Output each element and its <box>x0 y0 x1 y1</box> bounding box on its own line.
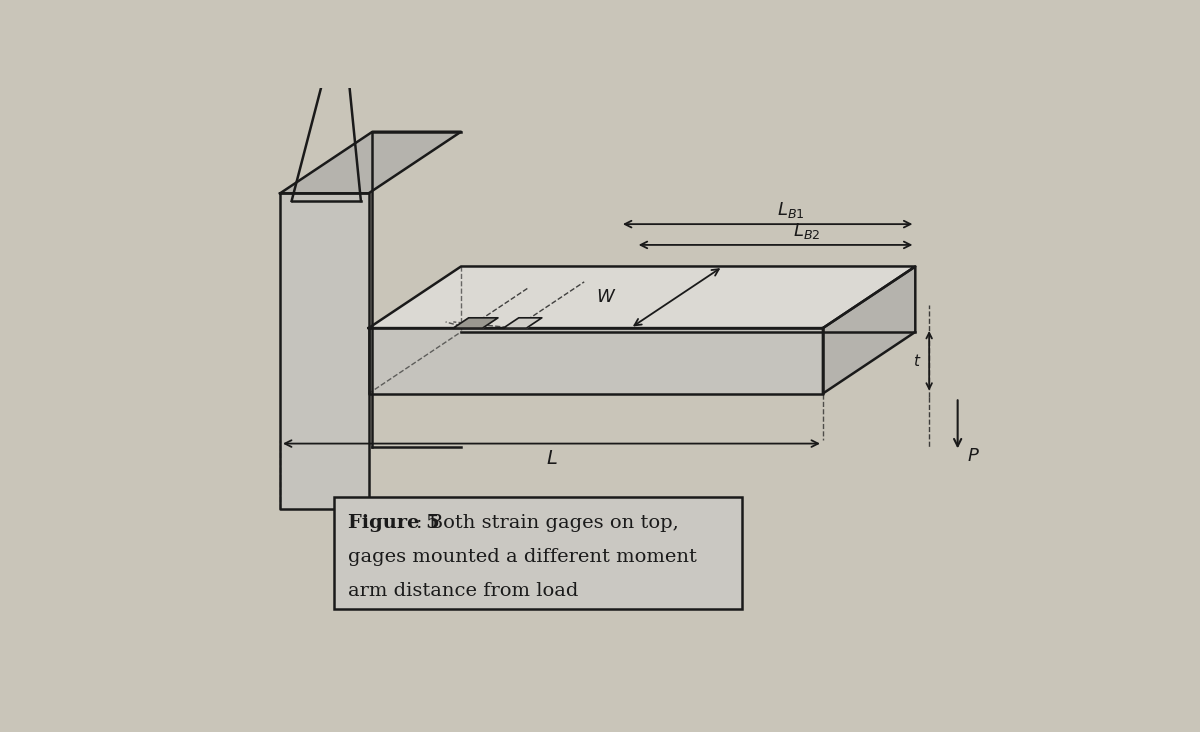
Text: : Both strain gages on top,: : Both strain gages on top, <box>415 515 678 532</box>
Text: arm distance from load: arm distance from load <box>348 582 578 600</box>
Text: Figure 5: Figure 5 <box>348 515 439 532</box>
Bar <box>334 498 742 609</box>
Text: $L_{B1}$: $L_{B1}$ <box>776 200 804 220</box>
Text: $W$: $W$ <box>596 288 617 306</box>
Polygon shape <box>368 266 916 328</box>
Text: $t$: $t$ <box>913 353 922 369</box>
Polygon shape <box>823 266 916 394</box>
Polygon shape <box>280 193 368 509</box>
Text: $P$: $P$ <box>967 447 979 466</box>
Polygon shape <box>454 318 498 328</box>
Text: $L$: $L$ <box>546 449 557 468</box>
Polygon shape <box>503 318 542 328</box>
Text: gages mounted a different moment: gages mounted a different moment <box>348 548 697 567</box>
Polygon shape <box>280 132 461 193</box>
Text: $L_{B2}$: $L_{B2}$ <box>793 221 820 241</box>
Polygon shape <box>368 328 823 394</box>
